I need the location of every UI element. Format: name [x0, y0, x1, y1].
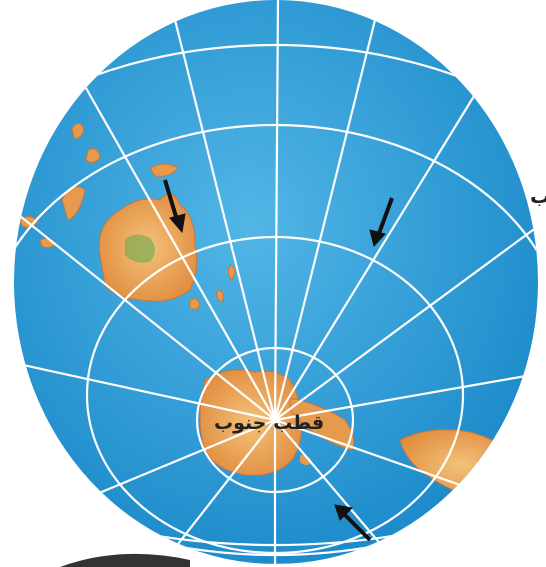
arrow-icon — [334, 504, 372, 542]
corner-shadow — [60, 553, 190, 567]
arrow-icon — [369, 197, 394, 248]
arrow-icon — [163, 179, 186, 234]
south-pole-label: قطب جنوب — [214, 412, 325, 434]
edge-text: ب — [530, 184, 546, 208]
